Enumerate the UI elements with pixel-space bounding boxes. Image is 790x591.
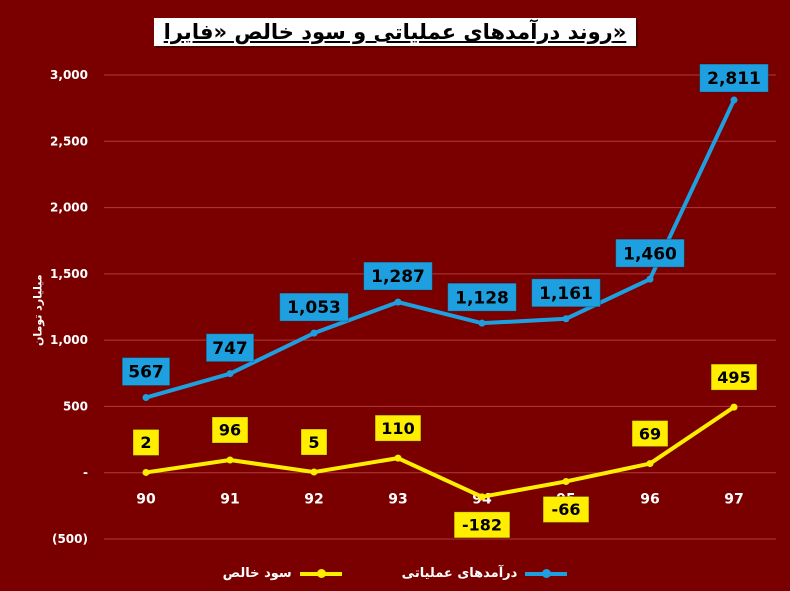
y-tick-label: 2,000 [50,201,88,215]
x-tick-label: 91 [220,492,239,508]
revenue-data-label: 1,128 [455,288,509,308]
legend-item-revenue: درآمدهای عملیاتی [402,566,568,581]
x-tick-label: 97 [724,492,743,508]
profit-point [646,460,654,468]
profit-label-box [300,428,328,456]
revenue-point [394,298,402,306]
x-tick-label: 96 [640,492,659,508]
profit-point [562,477,570,485]
revenue-data-label: 1,053 [287,298,341,318]
revenue-label-box [615,238,685,268]
profit-point [226,456,234,464]
legend-swatch-profit [299,568,342,578]
legend-label-profit: سود خالص [222,566,292,581]
profit-point [142,468,150,476]
legend-label-revenue: درآمدهای عملیاتی [401,566,518,581]
revenue-point [562,315,570,323]
revenue-series-line [145,99,736,400]
profit-point [310,468,318,476]
revenue-label-box [699,63,769,93]
revenue-data-label: 747 [212,339,248,359]
profit-point [730,403,738,411]
revenue-data-label: 1,460 [623,244,677,264]
revenue-label-box [279,292,349,322]
y-tick-label: 500 [63,399,88,413]
revenue-point [310,329,318,337]
x-tick-label: 90 [136,492,156,508]
revenue-data-label: 567 [128,363,164,383]
legend: سود خالص درآمدهای عملیاتی [0,566,790,581]
revenue-point [226,370,234,378]
profit-data-label: 69 [639,424,661,443]
y-tick-label: 3,000 [50,68,88,82]
x-tick-label: 92 [304,492,323,508]
profit-label-box [542,495,590,523]
revenue-label-box [447,282,517,312]
chart-title: روند درآمدهای عملیاتی و سود خالص «فایرا» [153,18,637,46]
profit-label-box [710,363,758,391]
legend-swatch-revenue [525,568,568,578]
y-tick-label: 1,500 [50,267,88,281]
revenue-point [646,275,654,283]
y-tick-label: - [83,466,88,480]
profit-data-label: -66 [552,500,581,519]
profit-data-label: 110 [381,419,414,438]
revenue-label-box [531,278,601,308]
profit-label-box [631,420,669,448]
profit-data-label: -182 [462,516,502,535]
profit-point [394,454,402,462]
revenue-data-label: 1,287 [371,267,425,287]
x-tick-label: 93 [388,492,407,508]
legend-item-profit: سود خالص [223,566,342,581]
revenue-point [730,96,738,104]
profit-data-label: 5 [308,433,319,452]
profit-data-label: 96 [219,421,241,440]
y-tick-label: 2,500 [50,134,88,148]
profit-data-label: 2 [140,433,151,452]
revenue-data-label: 1,161 [539,284,593,304]
chart-title-box: روند درآمدهای عملیاتی و سود خالص «فایرا» [0,18,790,46]
y-tick-label: 1,000 [50,333,88,347]
revenue-label-box [205,333,255,363]
profit-data-label: 495 [717,368,750,387]
profit-label-box [374,414,422,442]
profit-label-box [132,428,160,456]
revenue-label-box [121,357,171,387]
revenue-point [142,394,150,402]
profit-series-line [145,405,736,499]
y-tick-label: (500) [52,532,88,546]
profit-label-box [211,416,249,444]
profit-label-box [453,511,511,539]
revenue-label-box [363,261,433,291]
profit-point [478,493,486,501]
revenue-point [478,319,486,327]
revenue-data-label: 2,811 [707,69,761,89]
